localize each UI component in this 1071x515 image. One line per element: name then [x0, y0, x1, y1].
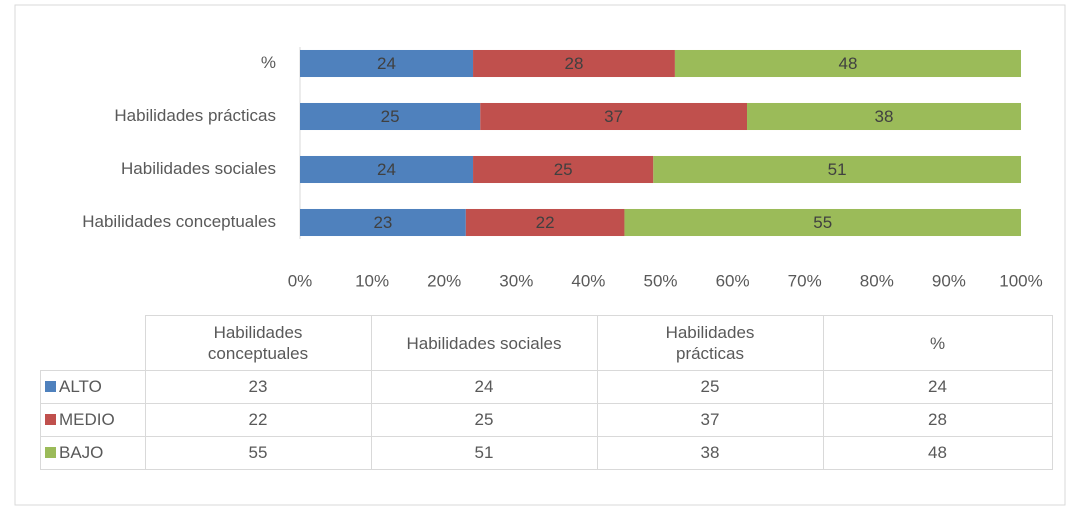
table-value: 22 [144, 403, 372, 437]
table-header-row: Habilidades conceptuales Habilidades soci… [41, 315, 1053, 371]
y-tick-label: Habilidades prácticas [114, 106, 276, 125]
bar-segment [300, 155, 474, 184]
table-value: 25 [370, 403, 598, 437]
bar-segment [674, 49, 1021, 78]
bar-segment [473, 49, 675, 78]
data-label: 24 [377, 54, 396, 73]
table-row: ALTO 23 24 25 24 [40, 370, 1053, 404]
data-label: 25 [554, 160, 573, 179]
y-tick-label: Habilidades conceptuales [82, 212, 276, 231]
x-tick-label: 100% [999, 271, 1042, 290]
legend-label: ALTO [59, 377, 102, 396]
table-header-text: Habilidades prácticas [665, 323, 755, 363]
bar-segment [300, 208, 466, 237]
data-label: 48 [838, 54, 857, 73]
x-tick-label: 70% [788, 271, 822, 290]
bar-segment [465, 208, 625, 237]
table-header-cell: Habilidades conceptuales [144, 315, 372, 371]
x-tick-label: 80% [860, 271, 894, 290]
data-label: 38 [875, 107, 894, 126]
legend-cell: MEDIO [40, 403, 146, 437]
table-header-text: % [929, 333, 946, 353]
table-header-cell: Habilidades prácticas [596, 315, 824, 371]
data-label: 23 [373, 213, 392, 232]
x-tick-label: 60% [716, 271, 750, 290]
x-tick-label: 30% [499, 271, 533, 290]
table-header-cell: Habilidades sociales [370, 315, 598, 371]
x-tick-label: 20% [427, 271, 461, 290]
table-value: 51 [370, 436, 598, 470]
table-header-text: Habilidades conceptuales [207, 323, 309, 363]
data-label: 55 [813, 213, 832, 232]
legend-label: MEDIO [59, 410, 115, 429]
legend-cell: BAJO [40, 436, 146, 470]
legend-swatch [45, 381, 56, 392]
table-value: 23 [144, 370, 372, 404]
data-label: 28 [565, 54, 584, 73]
x-tick-label: 40% [571, 271, 605, 290]
table-corner [41, 316, 146, 371]
bar-segment [624, 208, 1021, 237]
table-value: 48 [822, 436, 1053, 470]
x-tick-label: 0% [288, 271, 313, 290]
bar-segment [653, 155, 1021, 184]
legend-cell: ALTO [40, 370, 146, 404]
table-row: MEDIO 22 25 37 28 [40, 403, 1053, 437]
table-header-cell: % [822, 315, 1053, 371]
y-tick-label: Habilidades sociales [121, 159, 276, 178]
data-table: Habilidades conceptuales Habilidades soci… [40, 315, 1053, 470]
data-label: 24 [377, 160, 396, 179]
bar-segment [747, 102, 1021, 131]
data-label: 51 [828, 160, 847, 179]
bar-segment [473, 155, 654, 184]
bar-segment [300, 49, 474, 78]
legend-label: BAJO [59, 443, 104, 462]
table-value: 38 [596, 436, 824, 470]
data-label: 37 [604, 107, 623, 126]
data-label: 25 [381, 107, 400, 126]
y-tick-label: % [261, 53, 276, 72]
table-header-text: Habilidades sociales [406, 333, 562, 353]
bar-segment [480, 102, 748, 131]
table-value: 55 [144, 436, 372, 470]
table-value: 25 [596, 370, 824, 404]
x-tick-label: 50% [643, 271, 677, 290]
x-tick-label: 90% [932, 271, 966, 290]
table-value: 28 [822, 403, 1053, 437]
table-row: BAJO 55 51 38 48 [40, 436, 1053, 470]
x-tick-label: 10% [355, 271, 389, 290]
table-value: 37 [596, 403, 824, 437]
bar-segment [300, 102, 481, 131]
table-value: 24 [822, 370, 1053, 404]
legend-swatch [45, 414, 56, 425]
legend-swatch [45, 447, 56, 458]
table-value: 24 [370, 370, 598, 404]
data-label: 22 [536, 213, 555, 232]
